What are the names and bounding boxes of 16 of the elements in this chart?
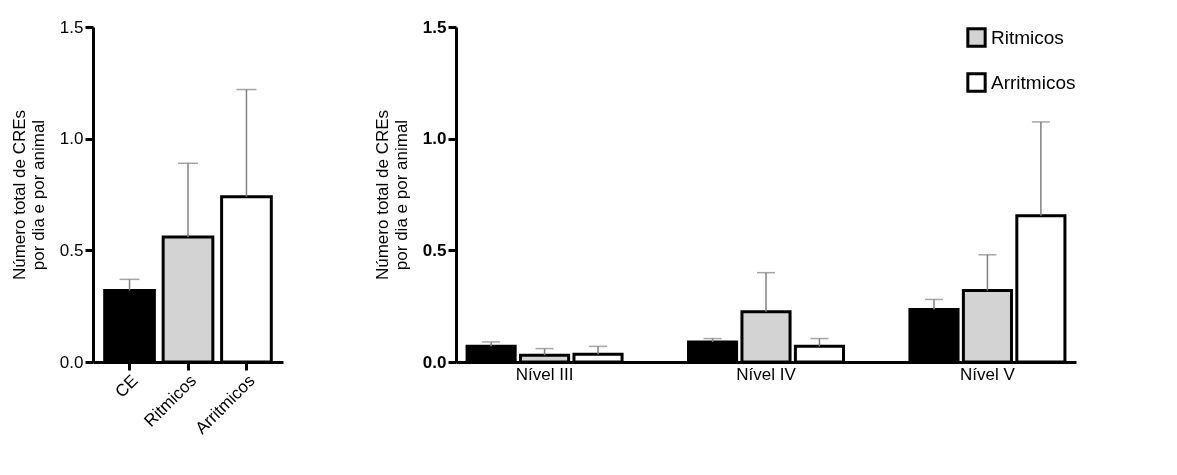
y-tick-label: 1.5: [422, 17, 447, 37]
y-tick-label: 1.0: [422, 129, 447, 149]
y-tick-label: 0.0: [59, 352, 84, 372]
y-axis-title: Número total de CREs por dia e por animal: [372, 109, 411, 281]
y-tick-label: 1.0: [59, 129, 84, 149]
y-tick-label: 0.5: [59, 240, 84, 260]
x-tick-label: Nível V: [960, 364, 1016, 384]
legend-label: Arritmicos: [991, 71, 1076, 93]
legend-label: Ritmicos: [991, 26, 1064, 48]
x-tick-label: CE: [111, 371, 142, 402]
x-tick-label: Nível III: [515, 364, 574, 384]
x-tick-label: Nível IV: [736, 364, 797, 384]
y-tick-label: 1.5: [59, 17, 84, 37]
y-tick-label: 0.0: [422, 352, 447, 372]
y-tick-label: 0.5: [422, 240, 447, 260]
y-axis-title: Número total de CREs por dia e por animal: [9, 109, 48, 281]
